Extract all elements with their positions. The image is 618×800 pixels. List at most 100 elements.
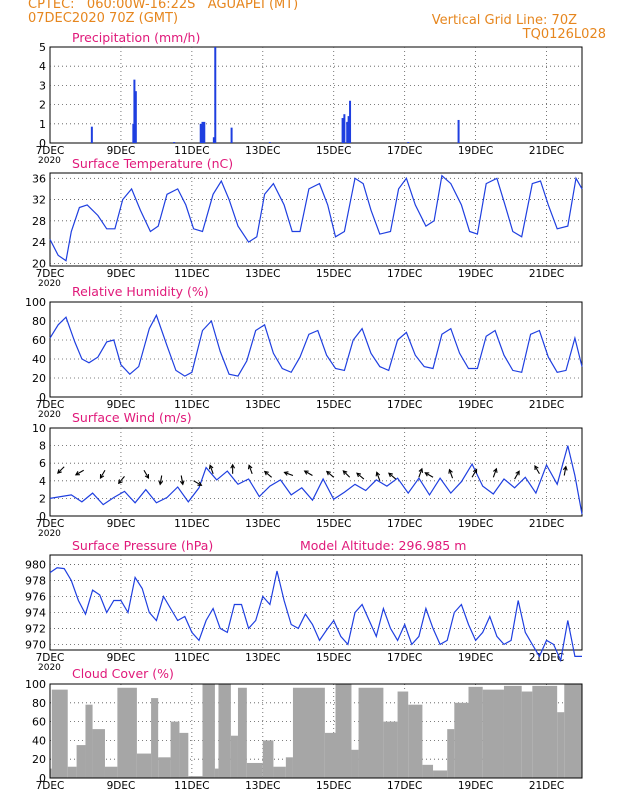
plot-frame <box>49 46 583 144</box>
wind-arrow-shaft <box>193 480 202 486</box>
y-tick-label: 80 <box>32 697 46 710</box>
x-tick-label: 17DEC <box>387 780 422 792</box>
precip-bar <box>214 47 217 143</box>
x-tick-label: 15DEC <box>316 399 351 411</box>
precip-bar <box>132 123 135 143</box>
x-tick-label: 11DEC <box>174 145 209 157</box>
panel-title: Surface Temperature (nC) <box>72 156 233 171</box>
cloud-column <box>521 691 533 778</box>
x-tick-label: 7DEC <box>36 399 65 411</box>
cloud-column <box>482 689 504 778</box>
cloud-column <box>383 721 398 778</box>
x-tick-label: 7DEC <box>36 268 65 280</box>
y-tick-label: 970 <box>25 638 46 651</box>
wind-arrow-head <box>74 471 80 476</box>
y-tick-label: 20 <box>32 753 46 766</box>
x-tick-label: 19DEC <box>458 268 493 280</box>
x-tick-label: 17DEC <box>387 518 422 530</box>
cloud-column <box>151 698 159 778</box>
wind-arrow <box>179 475 185 486</box>
wind-arrow-head <box>208 464 214 470</box>
cloud-column <box>50 768 52 778</box>
series-line <box>49 313 583 377</box>
wind-arrow-shaft <box>99 469 106 479</box>
wind-arrow <box>263 470 273 478</box>
cloud-column <box>104 766 118 778</box>
x-year-label: 2020 <box>38 529 61 539</box>
y-tick-label: 5 <box>39 41 46 54</box>
x-tick-label: 17DEC <box>387 268 422 280</box>
x-tick-label: 9DEC <box>107 652 136 664</box>
cloud-column <box>557 712 565 778</box>
cloud-column <box>351 749 359 778</box>
y-tick-label: 974 <box>25 606 46 619</box>
precip-bar <box>201 121 204 143</box>
x-year-label: 2020 <box>38 663 61 673</box>
precip-bar <box>343 114 346 143</box>
wind-arrow-head <box>144 474 150 480</box>
wind-arrow <box>418 467 424 478</box>
wind-arrow-head <box>534 464 539 470</box>
x-tick-label: 15DEC <box>316 268 351 280</box>
cloud-column <box>170 721 180 778</box>
y-tick-label: 36 <box>32 172 46 185</box>
wind-arrow-head <box>418 467 424 473</box>
precip-bar <box>134 91 137 143</box>
x-tick-label: 21DEC <box>529 518 564 530</box>
x-tick-label: 13DEC <box>245 652 280 664</box>
wind-arrow-shaft <box>57 466 65 474</box>
precip-bar <box>212 137 215 143</box>
wind-arrow-shaft <box>418 468 423 478</box>
precip-bar <box>230 127 233 143</box>
x-tick-label: 19DEC <box>458 780 493 792</box>
x-tick-label: 13DEC <box>245 518 280 530</box>
y-tick-label: 4 <box>39 475 46 488</box>
wind-arrow-head <box>247 464 253 470</box>
x-tick-label: 9DEC <box>107 145 136 157</box>
wind-arrow <box>74 469 84 476</box>
header-date: 07DEC2020 70Z (GMT) <box>28 11 179 26</box>
panel-temp: 20 24 28 32 36 7DEC 9DEC 11DEC 13DEC 15DEC 17DEC 19… <box>32 156 583 289</box>
panel-title: Relative Humidity (%) <box>72 284 209 299</box>
panel-title: Cloud Cover (%) <box>72 666 174 681</box>
wind-arrow-head <box>448 468 453 474</box>
cloud-column <box>230 735 238 778</box>
y-tick-label: 1 <box>39 118 46 131</box>
wind-arrow-head <box>57 469 62 474</box>
wind-arrow-head <box>197 481 203 486</box>
x-year-label: 2020 <box>38 156 61 166</box>
panel-title: Surface Pressure (hPa) <box>72 538 213 553</box>
wind-arrow-shaft <box>143 469 149 479</box>
x-tick-label: 15DEC <box>316 518 351 530</box>
plot-frame <box>49 427 583 517</box>
x-tick-label: 15DEC <box>316 652 351 664</box>
cloud-column <box>237 687 247 778</box>
plot-frame <box>49 554 583 651</box>
cloud-column <box>117 687 137 778</box>
cloud-column <box>433 770 448 778</box>
wind-arrow-shaft <box>376 472 381 481</box>
x-tick-label: 21DEC <box>529 399 564 411</box>
wind-arrow <box>303 470 313 476</box>
y-tick-label: 32 <box>32 194 46 207</box>
cloud-column <box>454 702 469 778</box>
x-year-label: 2020 <box>38 279 61 289</box>
y-tick-label: 980 <box>25 559 46 572</box>
wind-arrow <box>117 476 125 485</box>
wind-arrow-shaft <box>159 475 163 485</box>
cloud-column <box>468 686 483 778</box>
precip-bar <box>457 119 460 143</box>
precip-bar <box>407 142 410 143</box>
wind-arrow-shaft <box>264 471 273 478</box>
y-tick-label: 3 <box>39 79 46 92</box>
plot-frame-top <box>49 683 583 779</box>
x-tick-label: 7DEC <box>36 780 65 792</box>
wind-arrow-head <box>325 470 331 476</box>
wind-arrow <box>448 468 454 479</box>
wind-arrow-shaft <box>448 469 454 479</box>
wind-arrow <box>208 464 214 474</box>
cloud-column <box>202 684 215 778</box>
y-tick-label: 100 <box>25 296 46 309</box>
panel-title: Surface Wind (m/s) <box>72 410 192 425</box>
